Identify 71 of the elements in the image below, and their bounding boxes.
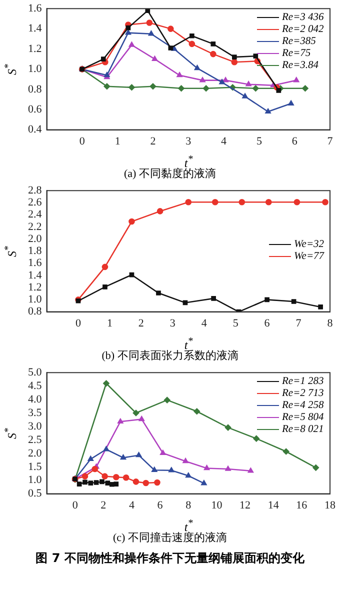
x-tick-label: 6 bbox=[264, 317, 270, 330]
y-tick-label: 0.5 bbox=[28, 488, 42, 500]
x-tick-label: 0 bbox=[79, 135, 86, 148]
x-tick-label: 4 bbox=[128, 499, 135, 512]
legend-label: Re=5 804 bbox=[282, 412, 324, 423]
y-tick-label: 1.4 bbox=[28, 269, 42, 282]
y-tick-label: 1.2 bbox=[28, 281, 42, 294]
text: (c) 不同撞击速度的液滴 bbox=[112, 532, 228, 545]
caption: 图 7 不同物性和操作条件下无量纲铺展面积的变化 bbox=[34, 550, 306, 567]
legend-label: Re=385 bbox=[282, 36, 316, 47]
x-tick-label: 4 bbox=[201, 317, 208, 330]
y-tick-label: 1.0 bbox=[28, 294, 42, 306]
x-tick-label: 5 bbox=[256, 135, 262, 148]
legend-label: Re=8 021 bbox=[282, 424, 324, 435]
x-tick-label: 2 bbox=[100, 499, 106, 512]
legend-label: Re=1 283 bbox=[282, 376, 324, 387]
y-tick-label: 1.4 bbox=[28, 22, 42, 35]
legend-label: Re=3.84 bbox=[282, 60, 319, 71]
x-tick-label: 7 bbox=[296, 317, 302, 330]
legend-label: We=32 bbox=[294, 239, 324, 250]
y-tick-label: 0.8 bbox=[28, 306, 42, 318]
y-tick-label: 2.4 bbox=[28, 208, 42, 221]
legend-label: Re=4 258 bbox=[282, 400, 324, 411]
y-tick-label: 1.0 bbox=[28, 474, 42, 486]
legend-label: Re=75 bbox=[282, 48, 311, 59]
x-tick-label: 4 bbox=[221, 135, 228, 148]
y-tick-label: 4.5 bbox=[28, 380, 42, 392]
x-tick-label: 6 bbox=[292, 135, 298, 148]
x-tick-label: 2 bbox=[138, 317, 144, 330]
x-tick-label: 1 bbox=[106, 317, 112, 330]
x-tick-label: 2 bbox=[150, 135, 156, 148]
y-tick-label: 0.8 bbox=[28, 83, 42, 96]
y-tick-label: 2.0 bbox=[28, 447, 42, 460]
x-tick-label: 6 bbox=[157, 499, 164, 512]
legend-label: Re=3 436 bbox=[282, 12, 324, 23]
y-tick-label: 0.4 bbox=[28, 124, 42, 136]
x-tick-label: 8 bbox=[327, 317, 334, 330]
legend-label: Re=2 042 bbox=[282, 24, 324, 35]
y-tick-label: 2.8 bbox=[28, 184, 42, 196]
y-tick-label: 5.0 bbox=[28, 366, 42, 378]
y-tick-label: 1.2 bbox=[28, 42, 42, 55]
legend-label: We=77 bbox=[294, 251, 324, 262]
y-tick-label: 1.8 bbox=[28, 245, 42, 258]
x-tick-label: 14 bbox=[268, 499, 280, 512]
y-tick-label: 1.5 bbox=[28, 460, 42, 473]
x-tick-label: 8 bbox=[186, 499, 192, 512]
y-tick-label: 2.2 bbox=[28, 220, 42, 233]
y-tick-label: 2.5 bbox=[28, 434, 42, 446]
y-tick-label: 1.0 bbox=[28, 63, 42, 76]
y-tick-label: 3.5 bbox=[28, 406, 42, 419]
x-tick-label: 3 bbox=[170, 317, 176, 330]
x-tick-label: 10 bbox=[211, 499, 223, 512]
y-tick-label: 3.0 bbox=[28, 420, 42, 432]
x-tick-label: 0 bbox=[75, 317, 82, 330]
y-tick-label: 1.6 bbox=[28, 257, 42, 270]
y-tick-label: 2.6 bbox=[28, 196, 42, 209]
x-tick-label: 3 bbox=[186, 135, 192, 148]
y-tick-label: 1.6 bbox=[28, 2, 42, 14]
x-tick-label: 1 bbox=[114, 135, 120, 148]
x-tick-label: 16 bbox=[296, 499, 308, 512]
text: (b) 不同表面张力系数的液滴 bbox=[100, 350, 240, 363]
y-tick-label: 4.0 bbox=[28, 393, 42, 406]
y-tick-label: 0.6 bbox=[28, 103, 42, 116]
text: (a) 不同黏度的液滴 bbox=[123, 168, 217, 181]
y-tick-label: 2.0 bbox=[28, 232, 42, 245]
x-tick-label: 18 bbox=[324, 499, 336, 512]
x-tick-label: 5 bbox=[232, 317, 239, 330]
x-tick-label: 7 bbox=[327, 135, 334, 148]
x-tick-label: 12 bbox=[240, 499, 251, 512]
x-tick-label: 0 bbox=[72, 499, 78, 512]
legend-label: Re=2 713 bbox=[282, 388, 324, 399]
